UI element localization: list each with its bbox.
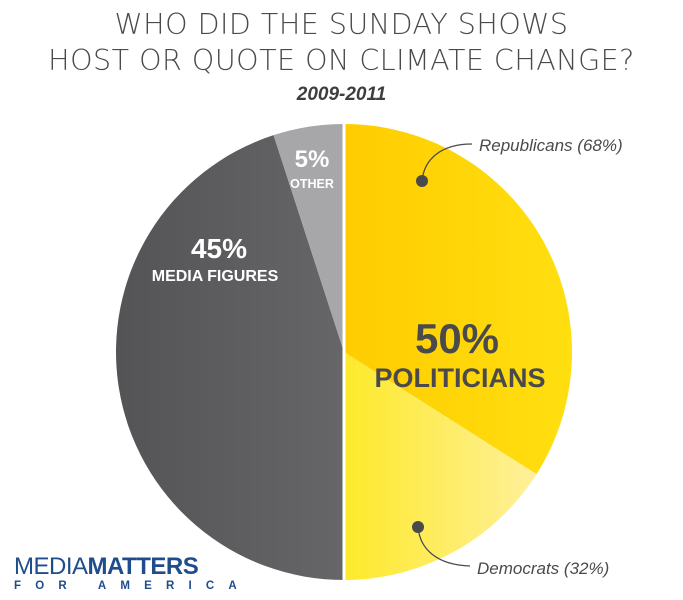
- democrats-callout-dot: [412, 521, 424, 533]
- chart-title-line-2: HOST OR QUOTE ON CLIMATE CHANGE?: [48, 44, 635, 77]
- logo-media-text: MEDIA: [14, 553, 88, 580]
- democrats-callout-label: Democrats (32%): [477, 559, 609, 578]
- media-matters-logo: MEDIAMATTERS FOR AMERICA: [14, 553, 251, 593]
- other-percent-label: 5%: [295, 146, 330, 173]
- chart-title-line-1: WHO DID THE SUNDAY SHOWS: [114, 8, 569, 41]
- pie-slice-democrats: [344, 352, 537, 580]
- pie-slice-other: [273, 124, 344, 352]
- logo-matters-text: MATTERS: [87, 553, 199, 580]
- democrats-callout-line: [417, 526, 471, 567]
- pie-slice-republicans: [344, 124, 572, 475]
- pie-slice-media-figures: [116, 135, 344, 580]
- media-figures-label: MEDIA FIGURES: [152, 268, 279, 285]
- chart-subtitle: 2009-2011: [296, 84, 387, 105]
- republicans-callout-label: Republicans (68%): [479, 136, 623, 155]
- logo-for-america-text: FOR AMERICA: [14, 580, 251, 592]
- politicians-label: POLITICIANS: [374, 363, 545, 393]
- politicians-percent-label: 50%: [415, 315, 499, 362]
- other-label: OTHER: [290, 177, 334, 191]
- media-figures-percent-label: 45%: [191, 233, 247, 264]
- republicans-callout-dot: [416, 175, 428, 187]
